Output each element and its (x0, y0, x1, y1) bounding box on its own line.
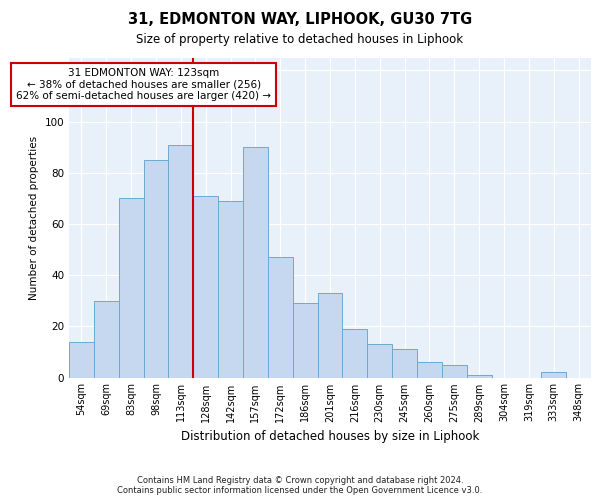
X-axis label: Distribution of detached houses by size in Liphook: Distribution of detached houses by size … (181, 430, 479, 443)
Bar (392, 350, 417, 378)
Bar (69, 342, 94, 378)
Bar (541, 372, 566, 378)
Bar (343, 329, 367, 378)
Text: 31, EDMONTON WAY, LIPHOOK, GU30 7TG: 31, EDMONTON WAY, LIPHOOK, GU30 7TG (128, 12, 472, 28)
Bar (417, 362, 442, 378)
Text: 31 EDMONTON WAY: 123sqm
← 38% of detached houses are smaller (256)
62% of semi-d: 31 EDMONTON WAY: 123sqm ← 38% of detache… (16, 68, 271, 101)
Bar (143, 160, 169, 378)
Text: Size of property relative to detached houses in Liphook: Size of property relative to detached ho… (136, 32, 464, 46)
Y-axis label: Number of detached properties: Number of detached properties (29, 136, 39, 300)
Bar (268, 257, 293, 378)
Bar (367, 344, 392, 378)
Bar (193, 196, 218, 378)
Text: Contains HM Land Registry data © Crown copyright and database right 2024.: Contains HM Land Registry data © Crown c… (137, 476, 463, 485)
Bar (218, 201, 243, 378)
Bar (317, 293, 343, 378)
Bar (169, 144, 193, 378)
Text: Contains public sector information licensed under the Open Government Licence v3: Contains public sector information licen… (118, 486, 482, 495)
Bar (94, 300, 119, 378)
Bar (467, 375, 491, 378)
Bar (442, 364, 467, 378)
Bar (243, 147, 268, 378)
Bar (293, 304, 317, 378)
Bar (119, 198, 143, 378)
